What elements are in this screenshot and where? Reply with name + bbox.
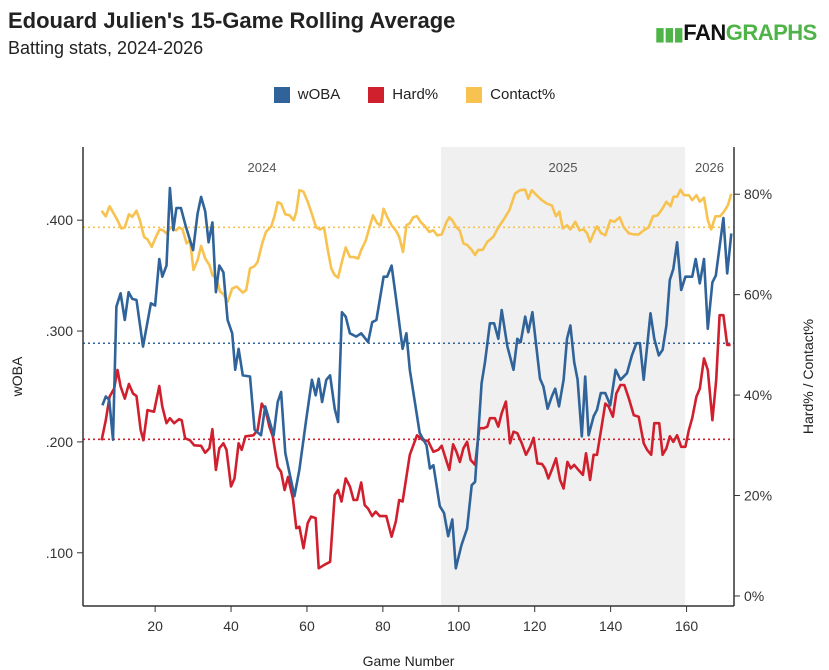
x-tick-label: 100 — [447, 618, 471, 634]
y-tick-label-left: .100 — [46, 545, 73, 561]
legend: wOBA Hard% Contact% — [0, 86, 829, 103]
legend-label: Hard% — [392, 86, 439, 103]
batter-logo-icon: ▮▮▮ — [655, 24, 684, 44]
series-line-hard-pct — [100, 313, 731, 570]
season-label-2026: 2026 — [695, 160, 724, 175]
y-tick-label-left: .200 — [46, 434, 73, 450]
y-axis-label-right: Hard% / Contact% — [800, 319, 816, 434]
y-tick-label-right: 20% — [744, 488, 772, 504]
legend-label: wOBA — [297, 86, 341, 103]
legend-label: Contact% — [490, 86, 556, 103]
x-tick-label: 40 — [223, 618, 239, 634]
legend-item-contact: Contact% — [466, 86, 555, 103]
x-tick-label: 160 — [675, 618, 699, 634]
legend-item-woba: wOBA — [273, 86, 341, 103]
x-tick-label: 20 — [147, 618, 163, 634]
y-tick-label-left: .400 — [46, 212, 73, 228]
logo-text-graphs: GRAPHS — [725, 20, 818, 45]
y-tick-label-right: 0% — [744, 588, 764, 604]
y-tick-label-right: 40% — [744, 387, 772, 403]
chart-subtitle: Batting stats, 2024-2026 — [8, 38, 204, 58]
season-label-2025: 2025 — [549, 160, 578, 175]
series-line-woba — [101, 186, 733, 570]
chart-title: Edouard Julien's 15-Game Rolling Average — [8, 8, 456, 33]
x-axis-label: Game Number — [363, 653, 455, 669]
logo-text-fan: FAN — [683, 20, 726, 45]
y-tick-label-left: .300 — [46, 323, 73, 339]
season-label-2024: 2024 — [248, 160, 277, 175]
y-tick-label-right: 60% — [744, 287, 772, 303]
series-line-contact-pct — [100, 188, 733, 304]
legend-item-hard: Hard% — [368, 86, 438, 103]
fangraphs-logo: ▮▮▮FANGRAPHS — [655, 20, 817, 46]
x-tick-label: 80 — [375, 618, 391, 634]
y-tick-label-right: 80% — [744, 186, 772, 202]
legend-swatch — [273, 86, 290, 103]
legend-swatch — [368, 86, 385, 103]
legend-swatch — [466, 86, 483, 103]
x-tick-label: 140 — [599, 618, 623, 634]
x-tick-label: 60 — [299, 618, 315, 634]
x-tick-label: 120 — [523, 618, 547, 634]
y-axis-label-left: wOBA — [9, 356, 25, 397]
